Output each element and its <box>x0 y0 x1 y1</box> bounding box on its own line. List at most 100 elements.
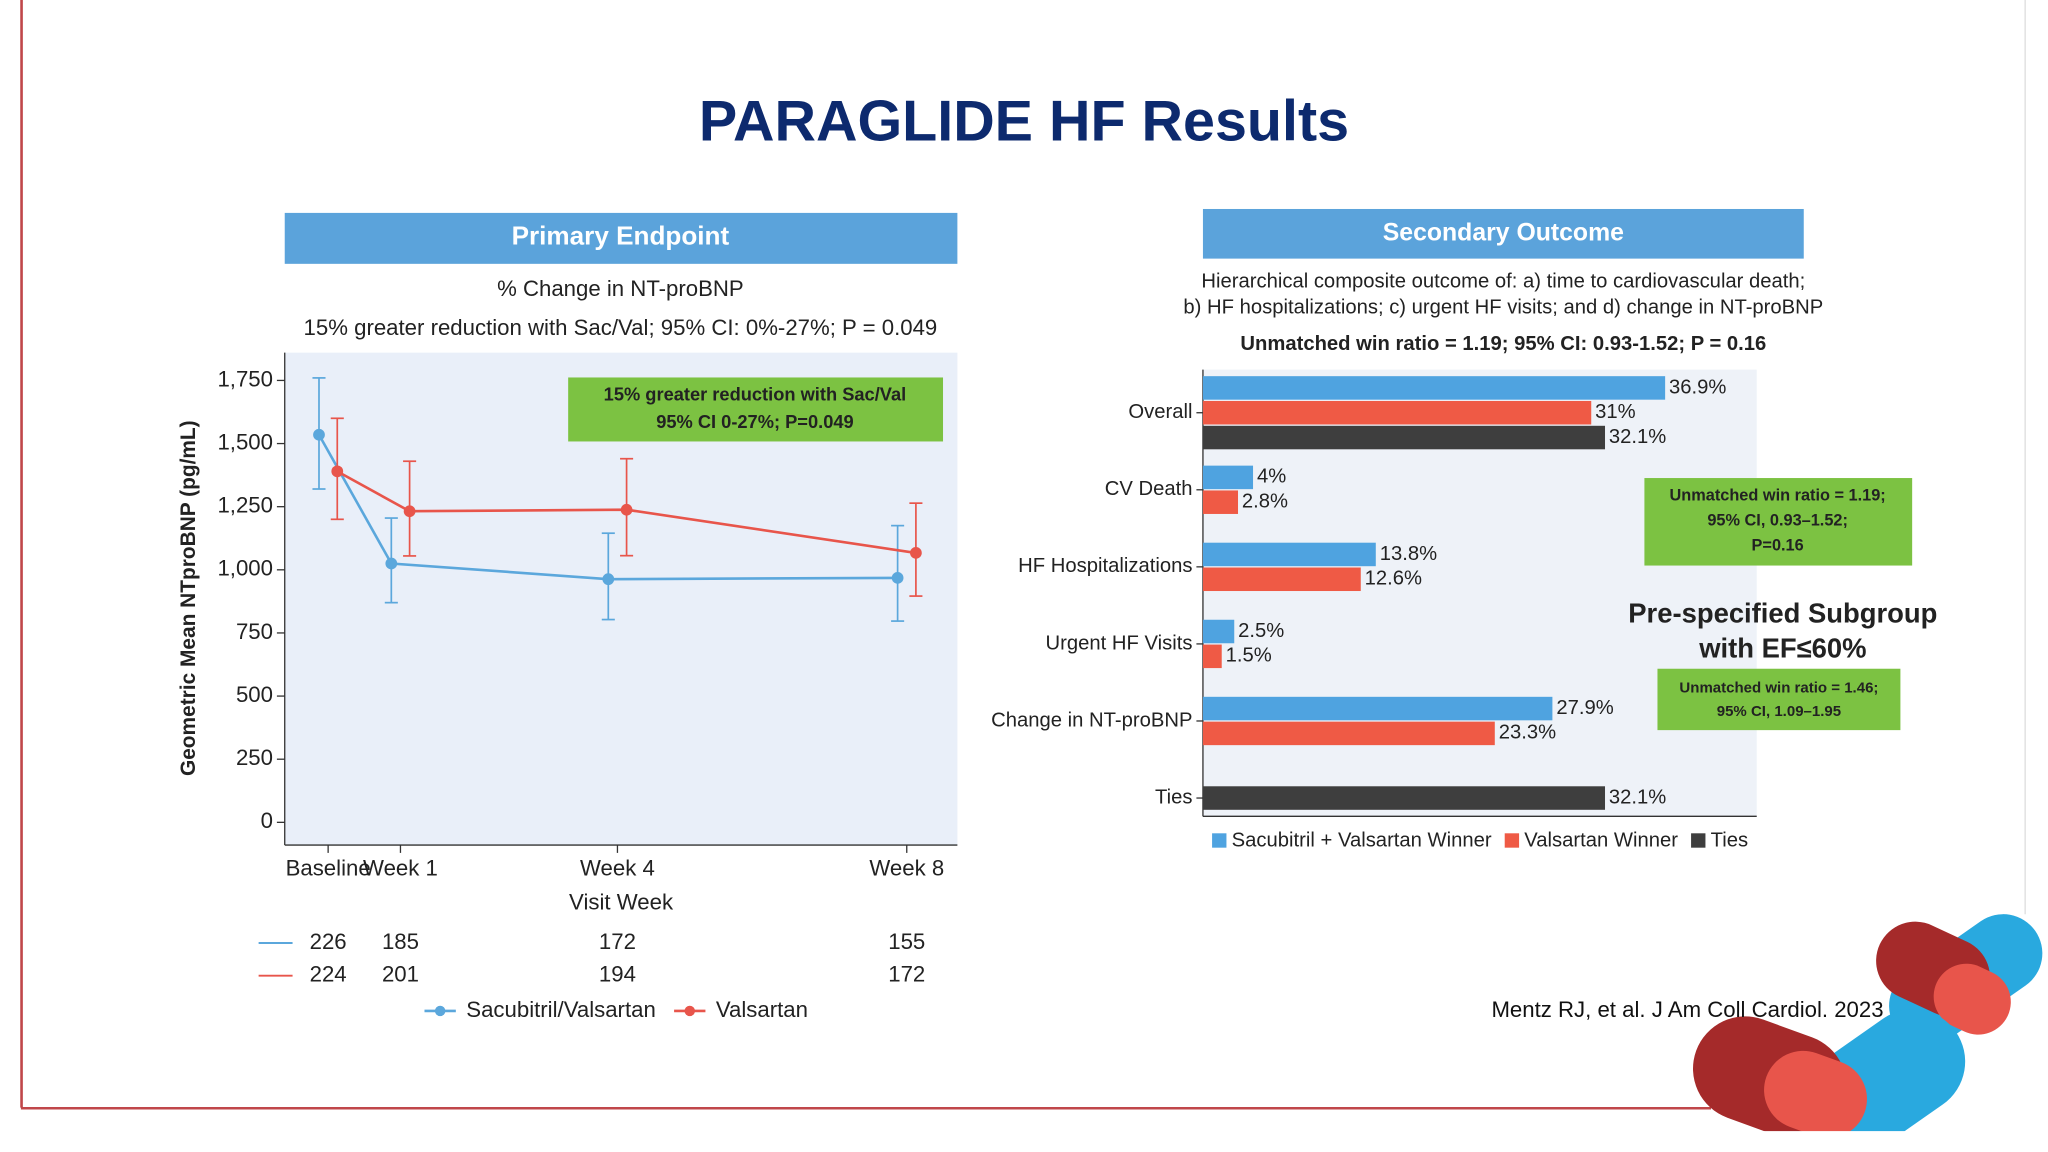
header-bar <box>284 212 958 264</box>
value-label: 4% <box>1257 466 1286 488</box>
note: 15% greater reduction with Sac/Val; 95% … <box>304 315 938 340</box>
annotation: Unmatched win ratio = 1.19; <box>1670 487 1886 505</box>
data-point <box>385 557 398 570</box>
at-risk-count: 155 <box>888 929 925 954</box>
at-risk-count: 194 <box>599 962 636 987</box>
value-label: 32.1% <box>1609 426 1666 448</box>
x-axis-label: Visit Week <box>569 890 674 915</box>
legend-label: Valsartan <box>716 997 808 1022</box>
y-tick-label: 1,500 <box>217 429 273 454</box>
y-axis-label: Geometric Mean NTproBNP (pg/mL) <box>177 420 200 776</box>
legend-key <box>1212 833 1227 848</box>
y-tick-label: 1,250 <box>217 493 273 518</box>
y-tick-label: 0 <box>261 808 273 833</box>
bar <box>1202 425 1606 450</box>
x-tick-label: Week 1 <box>363 856 438 881</box>
legend-key <box>1691 833 1706 848</box>
data-point <box>331 465 344 478</box>
pill <box>1933 963 2011 1035</box>
annotation: 95% CI, 0.93–1.52; <box>1707 511 1848 529</box>
legend-label: Sacubitril/Valsartan <box>466 997 656 1022</box>
value-label: 12.6% <box>1365 568 1422 590</box>
value-label: 36.9% <box>1669 376 1726 398</box>
legend-key <box>1504 833 1520 848</box>
x-tick-label: Week 8 <box>869 856 944 881</box>
y-tick-label: 750 <box>236 619 273 644</box>
at-risk-count: 224 <box>310 962 347 987</box>
y-tick-label: 500 <box>236 682 273 707</box>
slide-title: PARAGLIDE HF Results <box>699 90 1349 154</box>
legend-key <box>684 1005 695 1017</box>
bar <box>1202 400 1592 425</box>
annotation: 95% CI 0-27%; P=0.049 <box>656 411 854 432</box>
y-tick-label: 250 <box>236 745 273 770</box>
category-label: Change in NT-proBNP <box>991 709 1192 731</box>
legend-label: Sacubitril + Valsartan Winner <box>1232 829 1492 851</box>
category-label: Urgent HF Visits <box>1046 632 1193 654</box>
citation: Mentz RJ, et al. J Am Coll Cardiol. 2023 <box>1491 997 1883 1022</box>
data-point <box>403 505 416 518</box>
bar <box>1202 644 1222 669</box>
category-label: HF Hospitalizations <box>1018 555 1192 577</box>
legend-label: Ties <box>1711 829 1748 851</box>
bar <box>1202 619 1235 644</box>
y-tick-label: 1,750 <box>217 366 273 391</box>
data-point <box>910 547 922 559</box>
bar <box>1202 465 1254 490</box>
annotation: P=0.16 <box>1752 536 1804 554</box>
data-point <box>891 572 904 584</box>
description: b) HF hospitalizations; c) urgent HF vis… <box>1183 297 1823 319</box>
bar <box>1202 542 1376 567</box>
annotation-box <box>568 377 944 442</box>
value-label: 1.5% <box>1226 645 1272 667</box>
description: Hierarchical composite outcome of: a) ti… <box>1201 270 1805 292</box>
bar <box>1202 721 1495 746</box>
data-point <box>602 573 615 586</box>
bar <box>1202 376 1666 400</box>
header: Primary Endpoint <box>512 221 730 251</box>
at-risk-count: 201 <box>382 962 419 987</box>
note: Unmatched win ratio = 1.19; 95% CI: 0.93… <box>1240 333 1766 355</box>
x-tick-label: Week 4 <box>580 856 655 881</box>
value-label: 2.5% <box>1238 620 1284 642</box>
legend-label: Valsartan Winner <box>1524 829 1678 851</box>
subgroup-annotation: Unmatched win ratio = 1.46; <box>1679 679 1878 696</box>
subgroup-title: with EF≤60% <box>1698 633 1866 664</box>
pill-decoration <box>1684 914 2048 1152</box>
subgroup-box <box>1657 668 1901 731</box>
at-risk-count: 226 <box>310 929 347 954</box>
value-label: 27.9% <box>1556 697 1613 719</box>
header: Secondary Outcome <box>1383 219 1624 246</box>
legend-key <box>434 1005 446 1017</box>
bar <box>1202 786 1606 810</box>
x-tick-label: Baseline <box>286 856 371 881</box>
y-tick-label: 1,000 <box>217 556 273 581</box>
data-point <box>313 428 325 441</box>
header-bar <box>1202 208 1804 259</box>
subgroup-annotation: 95% CI, 1.09–1.95 <box>1717 703 1841 720</box>
pill-mask <box>1684 1131 2048 1152</box>
value-label: 31% <box>1595 401 1636 423</box>
value-label: 2.8% <box>1242 491 1288 513</box>
at-risk-count: 172 <box>888 962 925 987</box>
value-label: 23.3% <box>1499 722 1556 744</box>
pill <box>1764 1050 1867 1139</box>
annotation: 15% greater reduction with Sac/Val <box>604 384 907 405</box>
category-label: CV Death <box>1105 478 1193 500</box>
subgroup-title: Pre-specified Subgroup <box>1628 597 1937 628</box>
category-label: Ties <box>1155 786 1192 808</box>
at-risk-count: 185 <box>382 929 419 954</box>
bar <box>1202 490 1239 514</box>
series-line <box>317 434 898 581</box>
bar <box>1202 567 1361 592</box>
subtitle: % Change in NT-proBNP <box>497 276 744 301</box>
series-line <box>336 470 917 555</box>
value-label: 13.8% <box>1380 543 1437 565</box>
bar <box>1202 696 1553 721</box>
data-point <box>620 503 633 516</box>
category-label: Overall <box>1128 401 1192 423</box>
value-label: 32.1% <box>1609 786 1666 808</box>
at-risk-count: 172 <box>599 929 636 954</box>
